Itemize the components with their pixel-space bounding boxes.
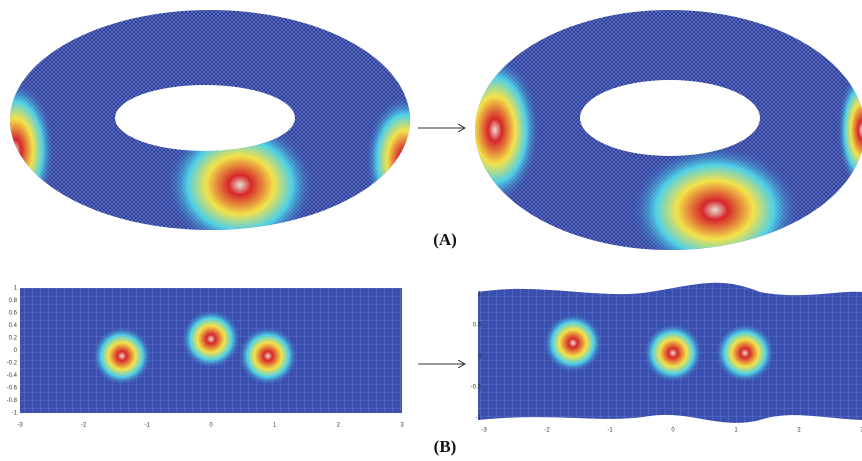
mesh-plot-before [20, 288, 402, 413]
y-tick-label: -1 [476, 416, 482, 422]
y-tick-label: 0 [14, 348, 18, 354]
x-tick-label: -3 [481, 428, 487, 434]
x-tick-label: -2 [81, 423, 87, 429]
y-tick-label: -0.2 [7, 361, 18, 367]
y-tick-label: 0.8 [9, 298, 18, 304]
torus-before [0, 0, 445, 250]
y-tick-label: -0.8 [7, 398, 18, 404]
panel-label: (B) [434, 437, 457, 456]
y-tick-label: -0.6 [7, 386, 18, 392]
x-tick-label: -1 [145, 423, 151, 429]
panel-label: (A) [433, 230, 457, 249]
x-tick-label: -2 [544, 428, 550, 434]
y-tick-label: 0.2 [9, 336, 18, 342]
x-tick-label: 1 [273, 423, 277, 429]
figure: (A) (B) -3 -2 -1 0 1 2 3 1 0.8 0.6 0.4 0.2 0 -0.2 -0.4… [0, 0, 862, 461]
x-tick-label: 2 [337, 423, 341, 429]
x-tick-label: 0 [209, 423, 213, 429]
y-tick-label: 0.4 [9, 323, 18, 329]
mesh-plot-after [478, 283, 862, 423]
x-tick-label: 0 [671, 428, 675, 434]
y-tick-label: 0.6 [9, 311, 18, 317]
x-tick-label: -3 [17, 423, 23, 429]
y-tick-label: -0.4 [7, 373, 18, 379]
y-tick-label: 1 [14, 286, 18, 292]
x-tick-label: 1 [734, 428, 738, 434]
x-tick-label: 3 [400, 423, 404, 429]
y-tick-label: -0.5 [471, 385, 482, 391]
y-tick-label: 0.5 [473, 323, 482, 329]
y-tick-label: -1 [12, 411, 18, 417]
x-tick-label: 2 [797, 428, 801, 434]
torus-after [450, 0, 862, 275]
x-tick-label: -1 [607, 428, 613, 434]
